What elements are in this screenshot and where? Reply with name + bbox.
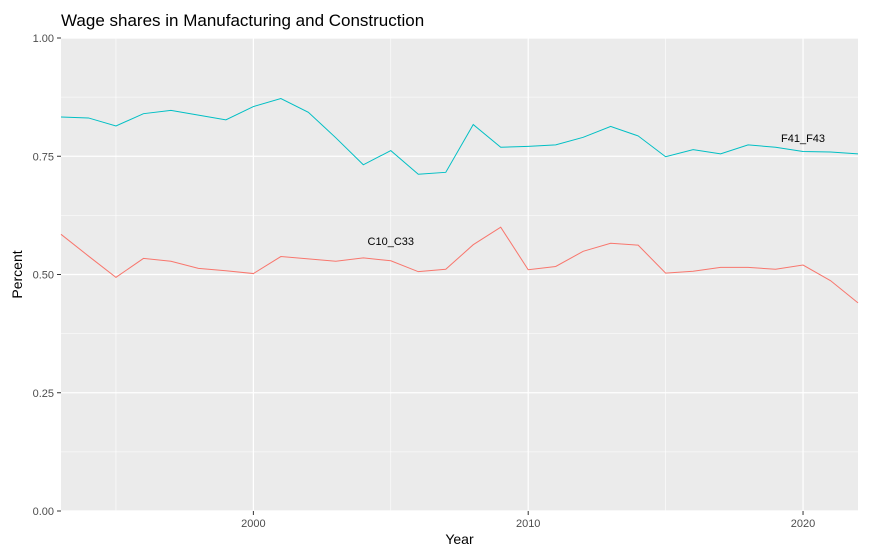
x-tick-label: 2020: [791, 518, 815, 530]
axes: 0.00 0.25 0.50 0.75 1.00 2000 2010 2020: [33, 33, 816, 530]
x-tick-label: 2010: [516, 518, 540, 530]
series-label-c10-c33: C10_C33: [368, 236, 414, 248]
y-tick-label: 0.00: [33, 506, 54, 518]
series-labels: F41_F43 C10_C33: [368, 133, 825, 248]
y-tick-label: 0.25: [33, 388, 54, 400]
series-lines: [60, 98, 859, 304]
series-line-c10-c33: [60, 226, 859, 304]
y-axis-title: Percent: [9, 250, 25, 298]
y-tick-label: 1.00: [33, 33, 54, 45]
grid-lines: [61, 37, 858, 512]
series-line-f41-f43: [60, 98, 859, 175]
chart-title: Wage shares in Manufacturing and Constru…: [61, 11, 424, 30]
y-tick-label: 0.50: [33, 270, 54, 282]
x-axis-title: Year: [445, 531, 474, 547]
y-tick-label: 0.75: [33, 151, 54, 163]
x-tick-label: 2000: [241, 518, 265, 530]
series-label-f41-f43: F41_F43: [781, 133, 825, 145]
